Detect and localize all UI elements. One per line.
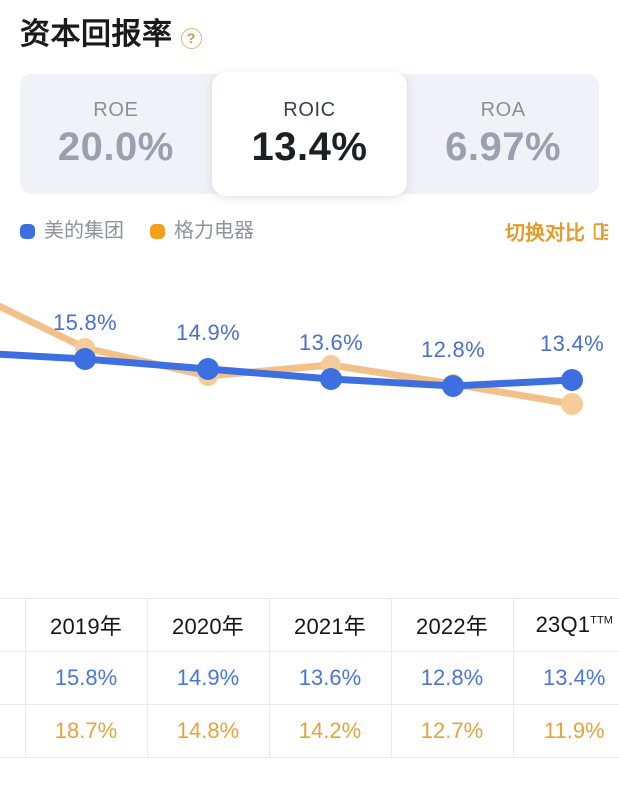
question-circle-icon[interactable]: ? [180,27,202,49]
table-cell: 14.2% [269,704,392,758]
table-cell: 11.9% [513,704,619,758]
metric-value: 20.0% [57,125,174,169]
table-header-cell-23q1: 23Q1TTM [513,598,619,652]
table-header-cell-2022: 2022年 [391,598,514,652]
table-cell-value: 13.6% [298,665,362,690]
metric-label: ROIC [283,99,336,121]
data-label-midea-2020: 14.9% [176,320,240,345]
switch-comparison-label: 切换对比 [505,222,585,245]
metric-value: 6.97% [445,125,562,169]
data-point-midea [442,375,464,397]
metric-tab-roa[interactable]: ROA 6.97% [407,74,599,194]
legend-color-dot-orange [150,223,165,239]
metric-label: ROA [480,99,526,121]
switch-compare-icon [593,222,610,240]
data-point-midea [320,368,342,390]
table-header-label-text: 23Q1 [535,612,591,637]
metric-tab-roic[interactable]: ROIC 13.4% [211,72,408,196]
legend-label: 美的集团 [44,220,124,242]
data-point-midea [561,369,583,391]
table-cell-value: 15.8% [54,665,118,690]
legend-item-gree[interactable]: 格力电器 [150,221,254,241]
data-point-midea [74,348,96,370]
table-header-label: 2021年 [294,614,366,639]
legend-label: 格力电器 [174,220,254,242]
table-cell-value: 13.4% [543,665,606,690]
data-label-midea-23q1: 13.4% [540,331,604,356]
metric-tab-group: ROE 20.0% ROIC 13.4% ROA 6.97% [20,72,599,196]
table-header-cell-2021: 2021年 [269,598,392,652]
table-header-label: 2020年 [172,614,244,639]
table-cell-value: 14.9% [176,665,240,690]
data-label-midea-2021: 13.6% [299,330,363,355]
legend-color-dot-blue [20,223,35,239]
table-row-stub-gree [0,704,26,758]
table-cell: 14.9% [147,651,270,705]
chart-legend: 美的集团 格力电器 切换对比 [20,214,610,248]
table-header-cell-2020: 2020年 [147,598,270,652]
metric-tab-roe[interactable]: ROE 20.0% [20,74,212,194]
table-header-label: 2022年 [416,614,488,639]
data-table: 2019年 2020年 2021年 2022年 23Q1TTM 15.8% 14… [0,598,619,758]
table-cell: 13.4% [513,651,619,705]
table-cell: 14.8% [147,704,270,758]
table-header-cell-stub [0,598,26,652]
data-label-midea-2022: 12.8% [421,337,485,362]
table-cell-value: 12.8% [420,665,484,690]
series-line-midea [0,350,576,390]
data-table-container: 2019年 2020年 2021年 2022年 23Q1TTM 15.8% 14… [0,598,619,758]
data-point-gree [561,393,583,415]
table-cell-value: 11.9% [543,718,605,743]
table-header-label: 23Q1TTM [536,612,613,637]
table-cell-value: 12.7% [420,718,484,743]
metric-label: ROE [93,99,139,121]
table-cell: 13.6% [269,651,392,705]
page-title: 资本回报率 [20,18,173,51]
page-header: 资本回报率 ? [0,0,619,52]
table-row: 15.8% 14.9% 13.6% 12.8% 13.4% [0,651,619,705]
table-cell: 15.8% [25,651,148,705]
table-row-stub-midea [0,651,26,705]
switch-comparison-button[interactable]: 切换对比 [505,217,613,246]
legend-item-midea[interactable]: 美的集团 [20,221,124,241]
chart-canvas [0,302,583,415]
data-point-midea [197,358,219,380]
table-cell-value: 14.2% [298,718,362,743]
table-cell: 18.7% [25,704,148,758]
metric-value: 13.4% [251,125,368,169]
table-header-row: 2019年 2020年 2021年 2022年 23Q1TTM [0,598,619,652]
table-cell-value: 14.8% [176,718,240,743]
table-cell: 12.8% [391,651,514,705]
table-header-label-sup: TTM [590,614,613,627]
table-header-cell-2019: 2019年 [25,598,148,652]
data-label-midea-2019: 15.8% [53,310,117,335]
table-cell-value: 18.7% [54,718,118,743]
table-cell: 12.7% [391,704,514,758]
table-header-label: 2019年 [50,614,122,639]
table-row: 18.7% 14.8% 14.2% 12.7% 11.9% [0,704,619,758]
line-chart[interactable]: 15.8% 14.9% 13.6% 12.8% 13.4% [0,252,619,498]
